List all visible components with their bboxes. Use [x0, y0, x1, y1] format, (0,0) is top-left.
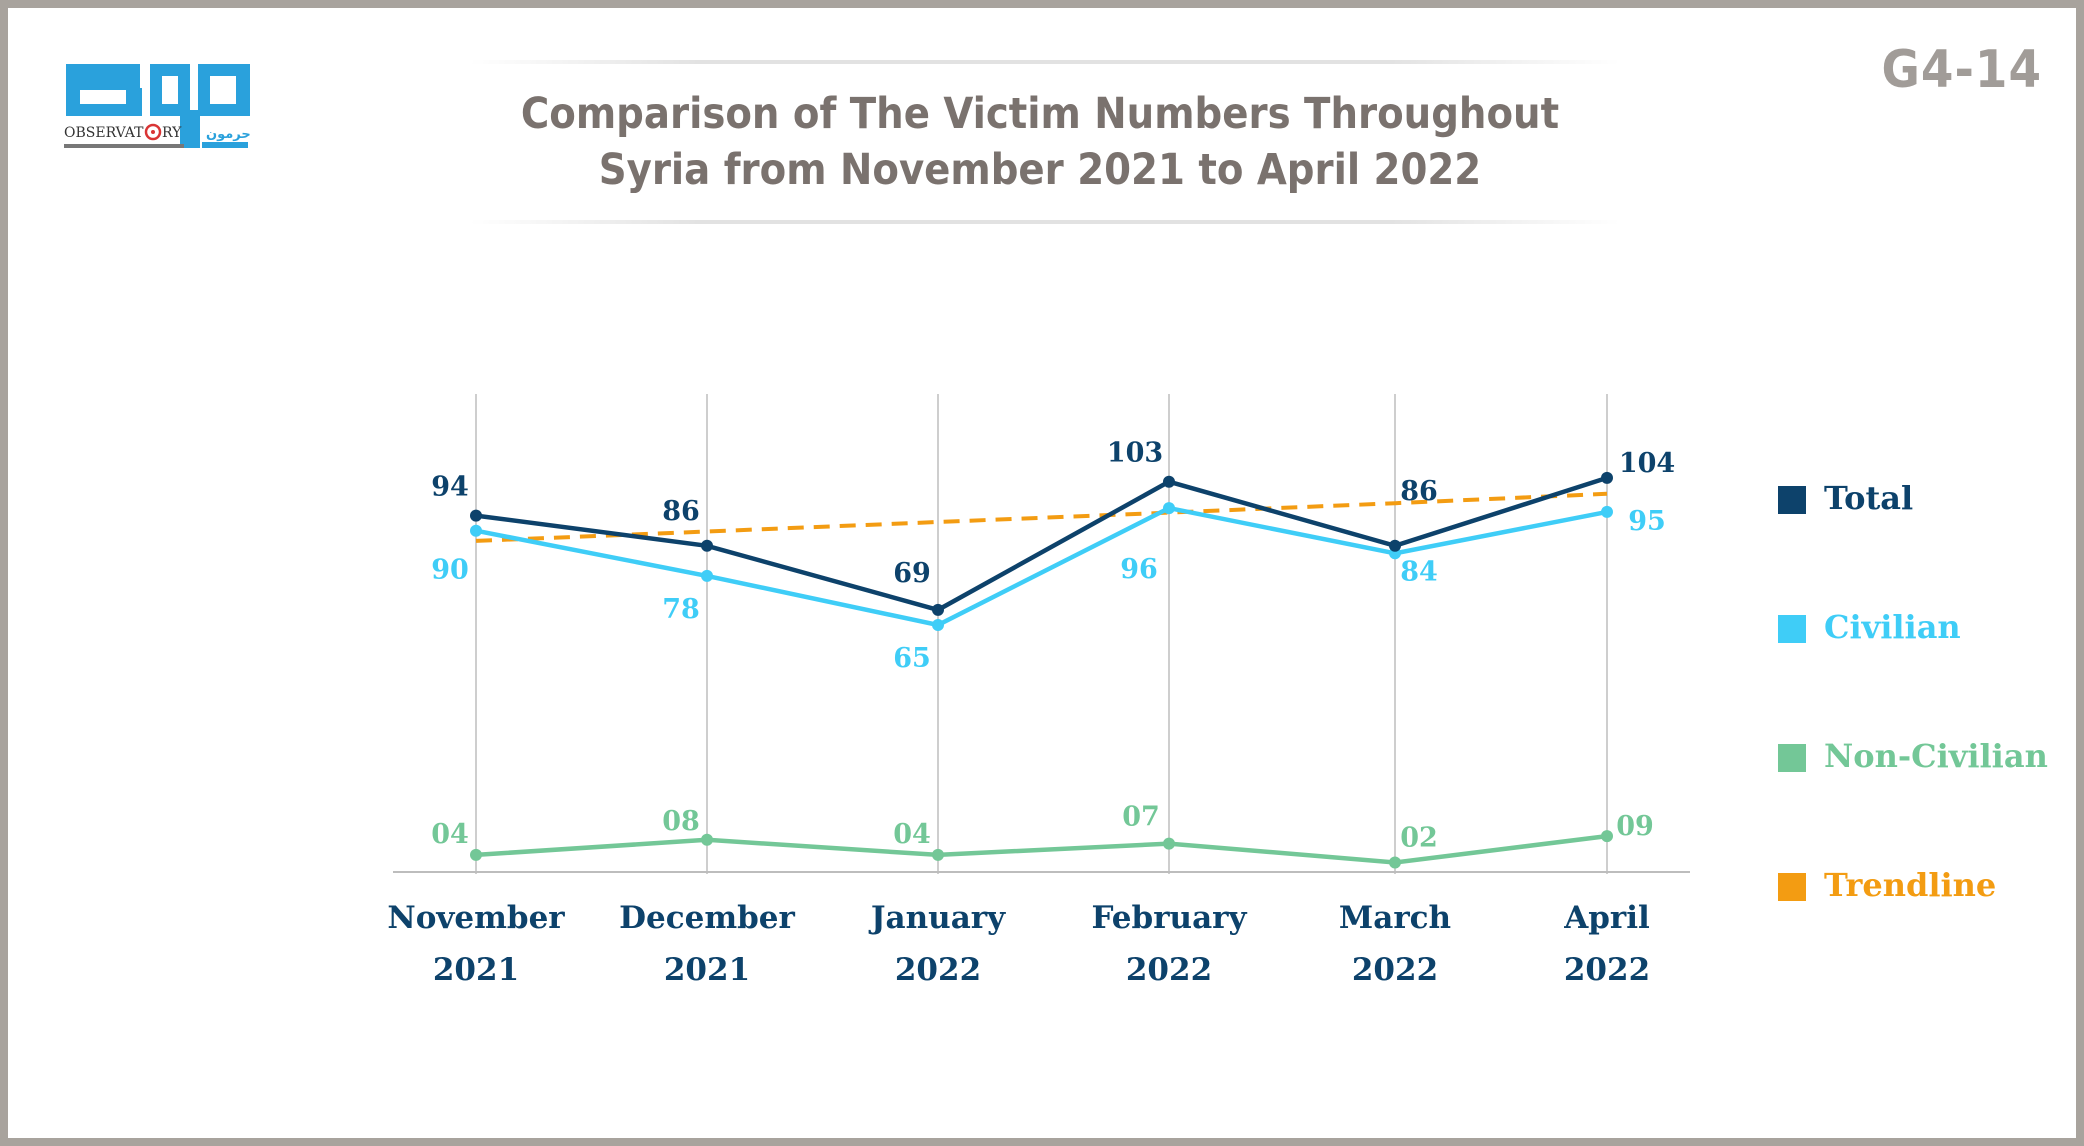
svg-text:RY: RY: [162, 125, 182, 141]
chart-title-line-1: Comparison of The Victim Numbers Through…: [520, 89, 1560, 139]
svg-text:حرمون: حرمون: [206, 127, 251, 142]
legend-label-non-civilian: Non-Civilian: [1824, 737, 2048, 775]
legend-label-civilian: Civilian: [1824, 608, 1961, 646]
x-tick-label-year: 2022: [1564, 952, 1650, 988]
legend-label-trendline: Trendline: [1824, 866, 1997, 904]
data-label-total-2: 69: [893, 558, 931, 589]
data-label-total-1: 86: [662, 496, 700, 527]
x-tick-label-year: 2022: [895, 952, 981, 988]
x-tick-label-1: December 2021: [619, 900, 795, 988]
data-label-civilian-5: 95: [1628, 506, 1666, 537]
observatory-logo: OBSERVAT RY حرمون: [62, 64, 251, 148]
data-point-non-civilian-5: [1601, 830, 1613, 843]
data-point-civilian-0: [470, 524, 482, 537]
legend-swatch-total: [1778, 486, 1806, 514]
data-label-non-civilian-0: 04: [431, 819, 469, 850]
data-label-total-3: 103: [1107, 438, 1163, 469]
x-tick-label-month: March: [1339, 900, 1451, 936]
x-tick-label-3: February 2022: [1091, 900, 1247, 988]
x-tick-label-0: November 2021: [387, 900, 565, 988]
data-point-civilian-3: [1163, 502, 1175, 515]
data-label-civilian-1: 78: [662, 594, 700, 625]
x-tick-label-month: April: [1563, 900, 1650, 936]
svg-text:OBSERVAT: OBSERVAT: [64, 125, 144, 141]
data-label-civilian-2: 65: [893, 643, 931, 674]
data-point-non-civilian-0: [470, 848, 482, 861]
data-label-non-civilian-3: 07: [1122, 802, 1160, 833]
data-label-non-civilian-5: 09: [1616, 811, 1654, 842]
data-label-civilian-4: 84: [1400, 556, 1438, 587]
chart-title-line-2: Syria from November 2021 to April 2022: [598, 145, 1482, 195]
data-label-total-0: 94: [431, 472, 469, 503]
x-tick-label-month: December: [619, 900, 795, 936]
data-point-total-3: [1163, 475, 1175, 488]
legend-swatch-civilian: [1778, 615, 1806, 643]
data-point-non-civilian-2: [932, 848, 944, 861]
series-line-trendline: [475, 491, 1608, 543]
x-tick-label-month: November: [387, 900, 565, 936]
data-point-non-civilian-1: [701, 833, 713, 846]
series-line-non-civilian: [475, 833, 1608, 865]
chart-code: G4-14: [1881, 40, 2042, 100]
x-tick-label-year: 2022: [1352, 952, 1438, 988]
title-rule-top: [470, 60, 1620, 64]
data-point-total-0: [470, 509, 482, 522]
chart-title: Comparison of The Victim Numbers Through…: [460, 86, 1620, 198]
data-label-total-4: 86: [1400, 476, 1438, 507]
x-tick-label-month: February: [1091, 900, 1247, 936]
data-point-total-5: [1601, 471, 1613, 484]
data-point-total-1: [701, 539, 713, 552]
data-point-total-2: [932, 603, 944, 616]
x-tick-label-month: January: [868, 900, 1006, 936]
data-point-non-civilian-3: [1163, 837, 1175, 850]
data-point-non-civilian-4: [1389, 856, 1401, 869]
legend-swatch-trendline: [1778, 873, 1806, 901]
x-tick-label-year: 2021: [664, 952, 750, 988]
data-label-non-civilian-1: 08: [662, 806, 700, 837]
title-rule-bottom: [470, 220, 1620, 224]
x-tick-label-year: 2022: [1126, 952, 1212, 988]
series-line-total: [475, 475, 1608, 613]
data-label-civilian-3: 96: [1120, 554, 1158, 585]
x-tick-label-5: April 2022: [1563, 900, 1650, 988]
data-point-civilian-1: [701, 569, 713, 582]
data-point-civilian-2: [932, 619, 944, 631]
legend-label-total: Total: [1824, 479, 1914, 517]
x-tick-label-year: 2021: [433, 952, 519, 988]
legend-swatch-non-civilian: [1778, 744, 1806, 772]
data-label-total-5: 104: [1619, 448, 1675, 479]
data-point-total-4: [1389, 539, 1401, 552]
series-line-civilian: [475, 505, 1608, 628]
data-label-civilian-0: 90: [431, 555, 469, 586]
data-point-civilian-5: [1601, 505, 1613, 518]
x-tick-label-4: March 2022: [1339, 900, 1451, 988]
data-label-non-civilian-2: 04: [893, 819, 931, 850]
data-label-non-civilian-4: 02: [1400, 823, 1438, 854]
x-tick-label-2: January 2022: [868, 900, 1006, 988]
